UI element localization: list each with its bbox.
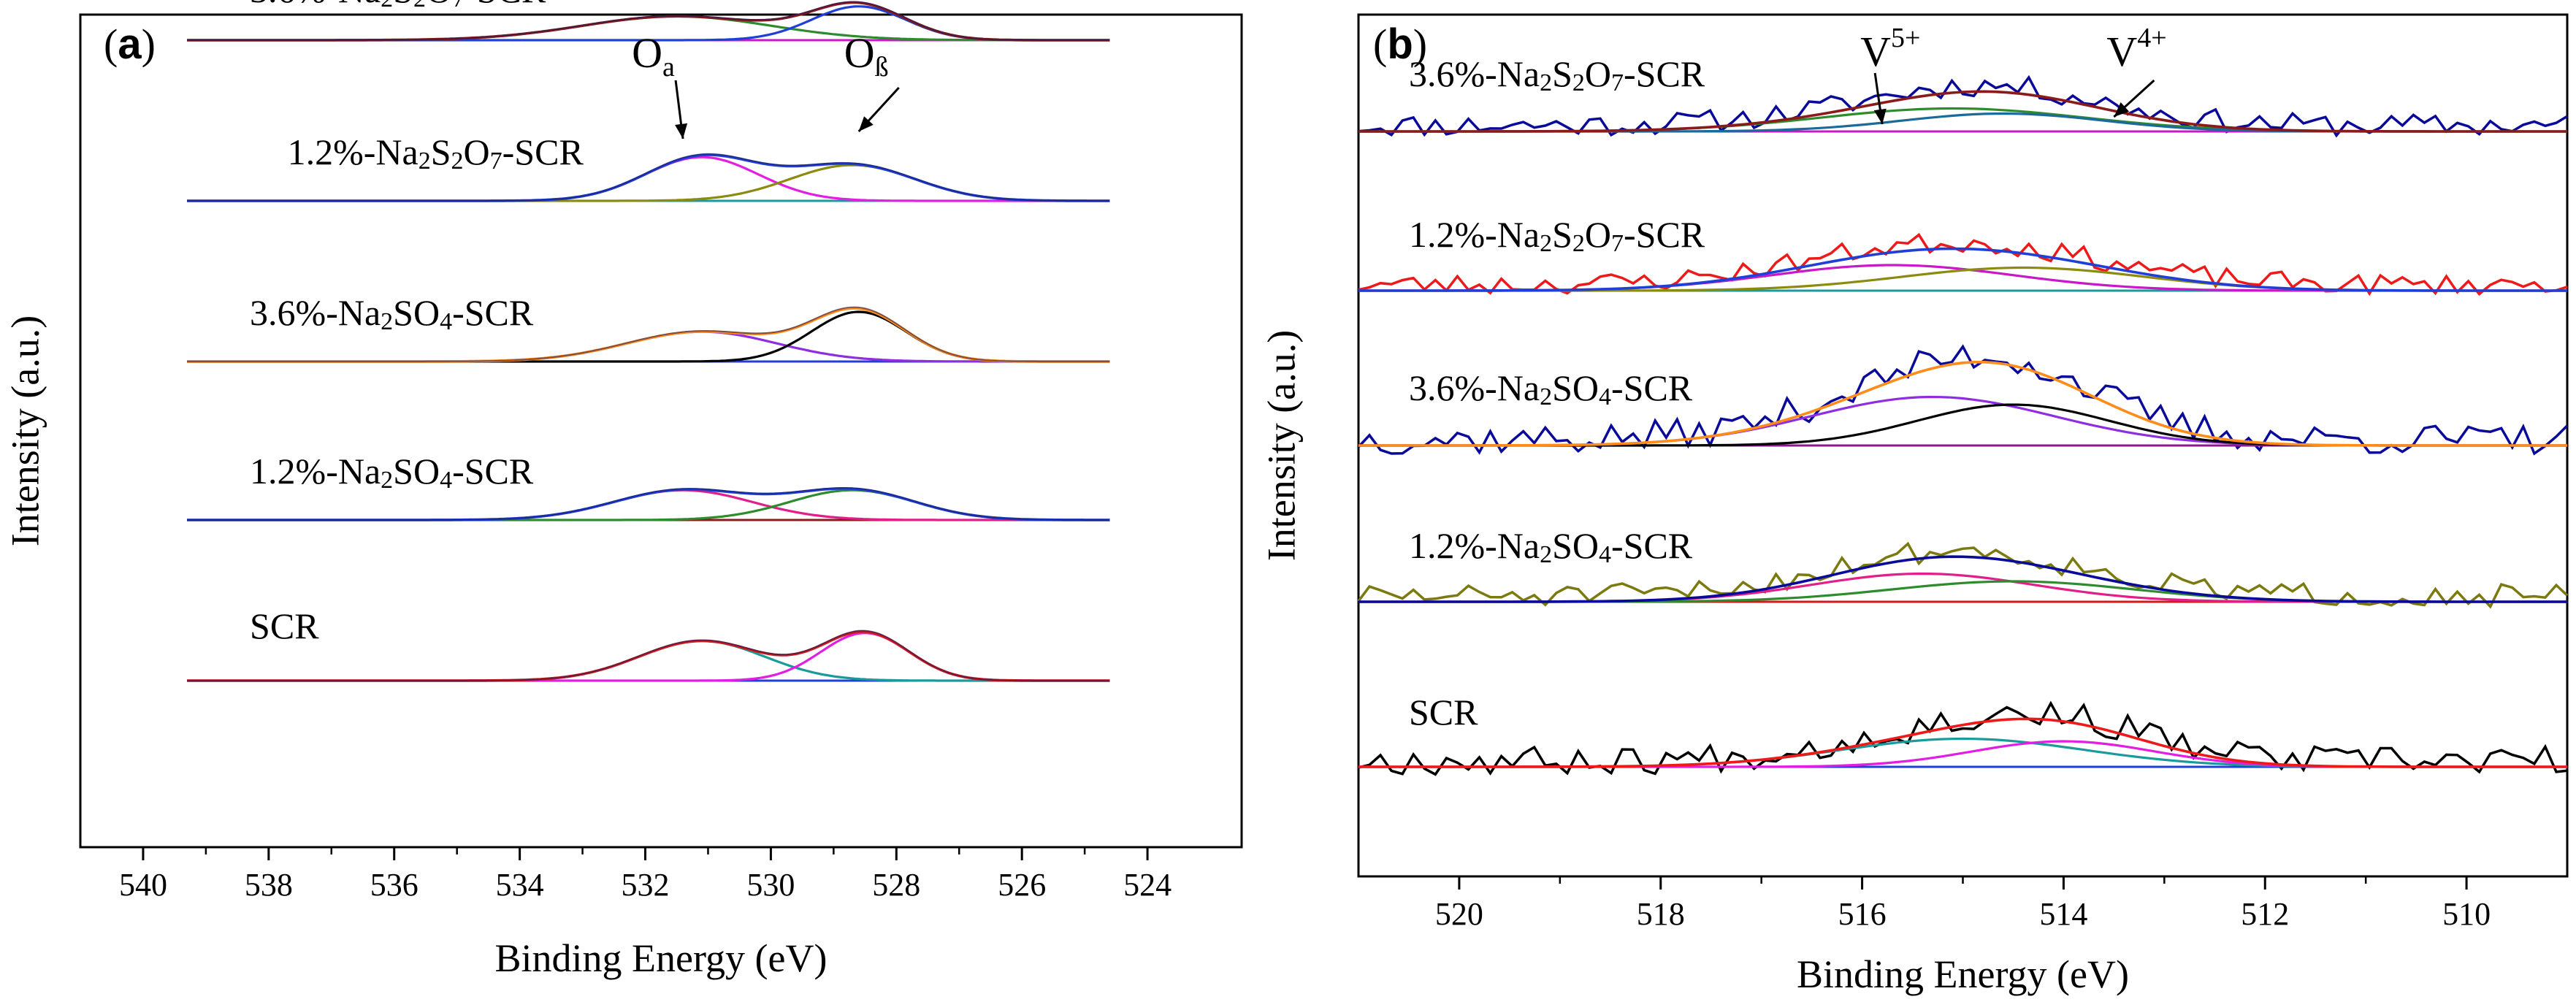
trace-group: 1.2%-Na2S2O7-SCR	[1358, 214, 2568, 297]
x-tick-label: 538	[245, 867, 293, 903]
trace-group: 3.6%-Na2S2O7-SCR	[1358, 53, 2568, 138]
trace-group: 1.2%-Na2SO4-SCR	[187, 451, 1110, 521]
trace-group: 1.2%-Na2S2O7-SCR	[187, 131, 1110, 202]
sample-label: 3.6%-Na2SO4-SCR	[1409, 367, 1693, 410]
x-tick-label: 518	[1637, 896, 1685, 932]
peak-annotation: V4+	[2106, 23, 2167, 118]
envelope-fit-line	[1358, 247, 2567, 292]
peak-annotation: V5+	[1860, 23, 1920, 125]
peak-annotation: Oa	[632, 29, 688, 139]
raw-spectrum-line	[187, 306, 1110, 362]
sample-label: 1.2%-Na2SO4-SCR	[250, 451, 534, 494]
raw-spectrum-line	[1357, 541, 2569, 609]
x-tick-label: 528	[872, 867, 920, 903]
peak-arrow-head	[2114, 102, 2130, 117]
trace-group: SCR	[187, 605, 1110, 682]
x-tick-label: 536	[370, 867, 418, 903]
x-tick-label: 532	[622, 867, 670, 903]
x-tick-label: 540	[119, 867, 167, 903]
trace-group: 3.6%-Na2S2O7-SCR	[187, 0, 1110, 42]
y-axis-title: Intensity (a.u.)	[1259, 330, 1303, 561]
sample-label: 3.6%-Na2S2O7-SCR	[250, 0, 546, 12]
peak-label: V5+	[1860, 23, 1920, 75]
sample-label: 3.6%-Na2SO4-SCR	[250, 292, 534, 335]
y-axis-title: Intensity (a.u.)	[3, 315, 47, 546]
trace-group: 3.6%-Na2SO4-SCR	[1357, 344, 2569, 456]
x-tick-label: 524	[1123, 867, 1172, 903]
plot-frame	[79, 13, 1243, 849]
raw-spectrum-line	[187, 153, 1110, 202]
sample-label: 1.2%-Na2SO4-SCR	[1409, 525, 1693, 568]
peak-arrow-head	[858, 116, 874, 131]
x-tick-label: 516	[1838, 896, 1887, 932]
sample-label: 1.2%-Na2S2O7-SCR	[1409, 214, 1705, 257]
peak-label: V4+	[2106, 23, 2166, 75]
peak-label: Oa	[632, 29, 675, 83]
panel-b-vanadium-2p: 520 518 516 514 512 510 Binding Energy (eV) Int…	[1259, 13, 2569, 996]
peak-arrow-head	[675, 123, 688, 139]
x-tick-label: 512	[2241, 896, 2289, 932]
panel-letter: (b)	[1373, 20, 1427, 68]
x-tick-label: 534	[496, 867, 544, 903]
envelope-fit-line	[1358, 555, 2567, 603]
envelope-fit-line	[1358, 717, 2567, 768]
sample-label: SCR	[1409, 692, 1478, 733]
raw-spectrum-line	[1357, 344, 2569, 456]
peak-annotation: Oß	[844, 29, 900, 133]
raw-spectrum-line	[187, 487, 1110, 521]
sample-label: SCR	[250, 605, 319, 646]
x-axis-title: Binding Energy (eV)	[1797, 952, 2129, 996]
x-tick-label: 510	[2442, 896, 2491, 932]
raw-spectrum-line	[187, 630, 1110, 681]
peak-arrow-head	[1873, 108, 1887, 124]
x-tick-label: 530	[746, 867, 795, 903]
sample-label: 1.2%-Na2S2O7-SCR	[288, 131, 584, 175]
peak-label: Oß	[844, 29, 889, 83]
x-axis-title: Binding Energy (eV)	[495, 936, 828, 980]
x-tick-label: 526	[998, 867, 1046, 903]
panel-letter: (a)	[104, 20, 156, 68]
panel-a-oxygen-1s: 540 538 536 534 532 530 528 526 524 Binding Energ…	[3, 0, 1243, 980]
envelope-fit-line	[1358, 90, 2567, 133]
x-tick-label: 520	[1435, 896, 1483, 932]
x-tick-label: 514	[2039, 896, 2087, 932]
trace-group: 1.2%-Na2SO4-SCR	[1357, 525, 2569, 609]
trace-group: SCR	[1358, 692, 2568, 776]
raw-spectrum-line	[187, 1, 1110, 41]
envelope-fit-line	[1358, 361, 2567, 447]
sample-label: 3.6%-Na2S2O7-SCR	[1409, 53, 1705, 96]
trace-group: 3.6%-Na2SO4-SCR	[187, 292, 1110, 363]
